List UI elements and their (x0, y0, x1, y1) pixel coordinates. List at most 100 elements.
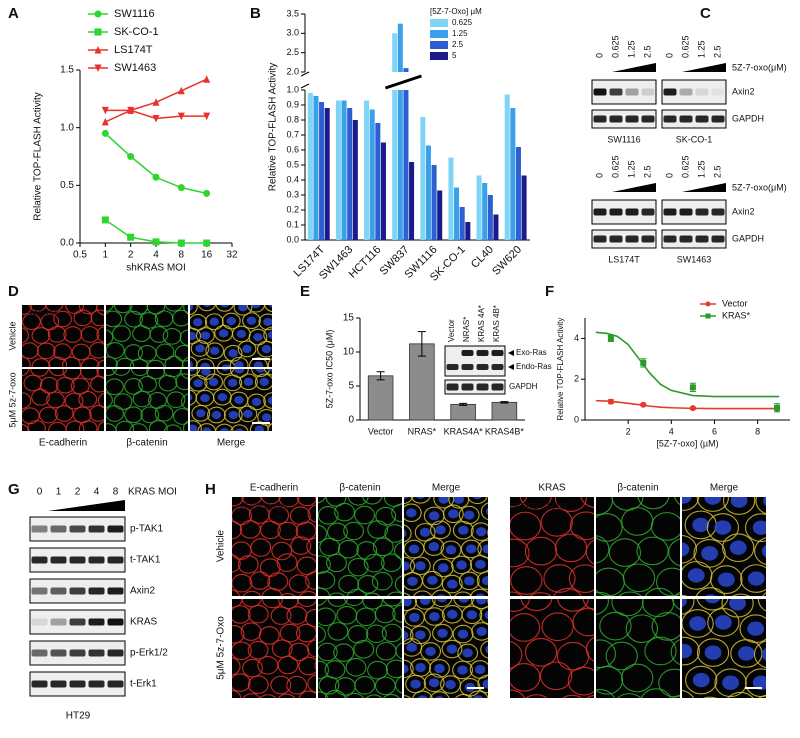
cell-outline (190, 369, 201, 376)
cell-outline (454, 591, 473, 596)
nucleus (190, 369, 196, 372)
cell-outline (510, 566, 543, 595)
cell-outline (372, 537, 394, 557)
cell-outline (510, 511, 542, 541)
cell-outline (430, 520, 451, 540)
bar (341, 100, 347, 240)
lane-label: 1.25 (696, 160, 706, 178)
cells (682, 497, 797, 596)
cell-outline (362, 599, 384, 610)
cell-outline (22, 305, 33, 316)
column-label: Merge (710, 483, 739, 494)
cell-outline (467, 497, 488, 505)
cell-outline (327, 522, 348, 542)
cell-outline (307, 504, 316, 523)
blot-band (107, 618, 124, 626)
cell-outline (727, 691, 754, 698)
cell-outline (452, 520, 474, 540)
marker (127, 233, 135, 241)
y-tick-label: 0.6 (286, 144, 299, 154)
cell-outline (181, 393, 188, 410)
nucleus (737, 646, 755, 661)
cell-outline (710, 565, 743, 595)
cells (190, 305, 272, 367)
band-label: Exo-Ras (516, 348, 547, 357)
cell-outline (326, 553, 347, 573)
cell-outline (568, 564, 594, 594)
y-tick-label: 0 (348, 415, 354, 426)
lane-label: 0 (664, 53, 674, 58)
cell-outline (334, 502, 355, 522)
cell-outline (510, 641, 523, 669)
cell-outline (357, 575, 379, 594)
dose-wedge (48, 500, 125, 511)
band-label: Axin2 (732, 206, 755, 216)
cell-outline (36, 342, 56, 360)
cell-outline (97, 421, 104, 431)
lane-label: 1 (56, 487, 62, 498)
x-tick-label: 0.5 (73, 250, 87, 261)
cell-outline (22, 342, 39, 360)
cell-outline (385, 659, 402, 679)
nucleus (704, 497, 722, 505)
cell-outline (318, 607, 337, 627)
blot-band (625, 88, 639, 96)
bar (324, 108, 330, 240)
cell-outline (744, 513, 766, 542)
cell-outline (106, 423, 117, 431)
marker (152, 98, 160, 106)
marker (152, 173, 160, 181)
cell-outline (106, 392, 113, 409)
y-tick-label: 2 (574, 374, 579, 384)
cell-outline (179, 329, 188, 346)
column-label: β-catenin (617, 483, 658, 494)
cell-outline (637, 497, 670, 510)
cell-outline (562, 694, 583, 698)
nucleus (717, 572, 735, 587)
blot-band (50, 587, 67, 595)
nucleus (398, 700, 409, 709)
blot-band (679, 235, 693, 243)
nucleus (475, 527, 487, 537)
nucleus (415, 561, 426, 571)
blot-band (31, 680, 48, 688)
nucleus (780, 519, 797, 533)
marker (127, 106, 135, 115)
cell-outline (44, 305, 64, 312)
cell-outline (247, 604, 269, 624)
cell-outline (325, 497, 347, 507)
cell-outline (39, 376, 59, 394)
blot-band (69, 556, 86, 564)
cell-outline (223, 406, 243, 424)
cell-outline (381, 553, 402, 573)
lane-label: 0 (594, 53, 604, 58)
dose-label: 5Z-7-oxo(μM) (732, 62, 787, 72)
blot-frame (591, 229, 657, 249)
cell-outline (129, 423, 148, 431)
y-tick-label: 0.5 (60, 180, 74, 191)
marker (203, 75, 211, 83)
cell-outline (539, 661, 573, 691)
bar (504, 94, 510, 240)
cell-outline (422, 570, 443, 590)
nucleus (429, 611, 440, 622)
nucleus (475, 559, 486, 569)
nucleus (428, 678, 440, 688)
cell-outline (696, 497, 729, 512)
cell-outline (605, 641, 638, 671)
nucleus (406, 642, 418, 653)
nucleus (221, 364, 231, 367)
bar (450, 403, 476, 421)
nucleus (722, 675, 739, 690)
nucleus (763, 497, 766, 507)
cell-outline (271, 541, 293, 561)
cell-outline (307, 674, 316, 693)
cell-outline (275, 407, 293, 423)
cell-outline (441, 639, 463, 659)
nucleus (682, 542, 690, 557)
cell-outline (488, 593, 508, 610)
nucleus (234, 361, 244, 367)
nucleus (242, 344, 252, 354)
cell-outline (207, 406, 226, 424)
nucleus (211, 410, 222, 420)
